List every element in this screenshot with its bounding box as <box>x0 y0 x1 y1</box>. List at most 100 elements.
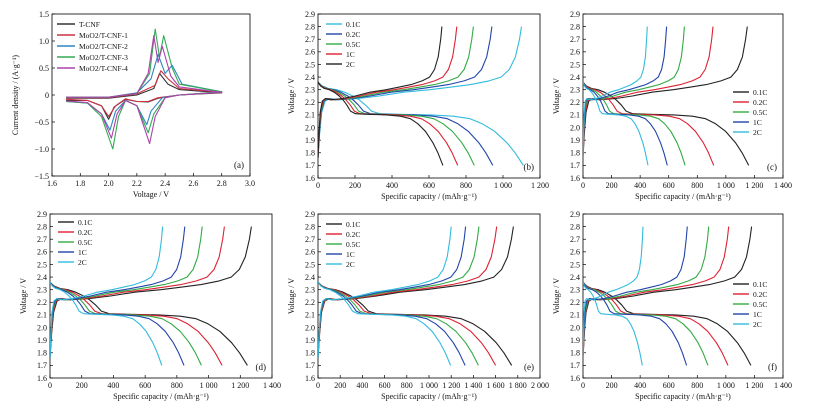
y-tick-label: 2.3 <box>570 85 580 94</box>
series-line-0-2c-charge <box>583 226 730 358</box>
x-axis-label: Specific capacity / (mAh·g⁻¹) <box>381 392 477 401</box>
legend-entry: MoO2/T-CNF-3 <box>79 53 128 62</box>
curves-group <box>583 226 753 366</box>
series-line-0-2c-discharge <box>583 81 715 166</box>
y-tick-label: −0.5 <box>34 118 49 127</box>
series-line-1c-discharge <box>583 281 688 366</box>
x-tick-label: 2.8 <box>217 179 227 188</box>
y-tick-label: 0.5 <box>39 64 49 73</box>
y-tick-label: 2.9 <box>305 10 315 19</box>
y-tick-label: 2.0 <box>305 323 315 332</box>
x-tick-label: 400 <box>634 381 646 390</box>
legend-entry: 0.2C <box>346 30 360 39</box>
x-tick-label: 1 400 <box>263 381 281 390</box>
series-line-0-5c-charge <box>583 26 685 158</box>
series-line-0-2c-discharge <box>318 81 494 166</box>
legend-entry: 0.1C <box>753 280 767 289</box>
y-axis-label: Voltage / V <box>287 278 296 314</box>
series-line-2c-discharge <box>318 81 444 166</box>
y-tick-label: 1.9 <box>305 336 315 345</box>
x-tick-label: 400 <box>634 181 646 190</box>
chart-panel-d: 0 200 400 600 800 1 000 1 200 1 400 1.6 1.7 1.8 1.9… <box>19 210 281 401</box>
legend-entry: 0.2C <box>753 98 767 107</box>
x-tick-label: 1 000 <box>717 381 735 390</box>
series-line-0-5c-discharge <box>583 81 686 166</box>
y-tick-label: 2.8 <box>37 222 47 231</box>
y-tick-label: 2.8 <box>570 222 580 231</box>
series-line-0-2c-charge <box>583 26 714 158</box>
series-line-0-1c-charge <box>583 226 753 358</box>
panel-label: (e) <box>524 362 534 372</box>
panel-label: (d) <box>256 362 267 372</box>
chart-panel-c: 0 200 400 600 800 1 000 1 200 1 400 1.6 1.7 1.8 1.9… <box>552 10 792 201</box>
x-tick-label: 600 <box>139 381 151 390</box>
y-tick-label: 2.0 <box>570 323 580 332</box>
x-tick-label: 0 <box>316 181 320 190</box>
y-tick-label: 2.4 <box>570 73 580 82</box>
series-line-2c-discharge <box>583 81 649 166</box>
y-tick-label: 1.9 <box>570 336 580 345</box>
y-tick-label: 1.6 <box>37 374 47 383</box>
x-tick-label: 1 400 <box>464 381 482 390</box>
legend-entry: MoO2/T-CNF-1 <box>79 31 128 40</box>
y-tick-label: 2.3 <box>305 285 315 294</box>
legend-entry: 2C <box>78 258 87 267</box>
x-tick-label: 1.6 <box>47 179 57 188</box>
x-tick-label: 200 <box>349 181 361 190</box>
legend-entry: 0.5C <box>346 240 360 249</box>
x-tick-label: 1 200 <box>745 381 763 390</box>
curves-group <box>318 226 514 366</box>
x-tick-label: 2.2 <box>132 179 142 188</box>
y-tick-label: 1.6 <box>305 374 315 383</box>
series-line-0-2c-charge <box>318 26 493 158</box>
y-tick-label: 2.4 <box>305 273 315 282</box>
y-tick-label: 2.6 <box>305 48 315 57</box>
series-line-1c-charge <box>583 226 688 358</box>
y-tick-label: 1.8 <box>305 149 315 158</box>
series-line-2c-discharge <box>318 281 452 366</box>
y-tick-label: −1.5 <box>34 172 49 181</box>
y-tick-label: 1.6 <box>570 174 580 183</box>
y-tick-label: 2.0 <box>305 123 315 132</box>
x-tick-label: 200 <box>606 181 618 190</box>
series-line-0-1c-discharge <box>583 81 750 166</box>
series-line-0-2c-charge <box>318 226 498 358</box>
y-tick-label: 2.5 <box>305 260 315 269</box>
curves-group <box>50 226 252 366</box>
x-tick-label: 400 <box>107 381 119 390</box>
x-tick-label: 2.4 <box>160 179 170 188</box>
y-tick-label: 2.7 <box>570 35 580 44</box>
x-axis-label: Specific capacity / (mAh·g⁻¹) <box>381 192 477 201</box>
legend-entry: 2C <box>753 320 762 329</box>
chart-panel-b: 0 200 400 600 800 1 000 1 200 1.6 1.7 1.8 1.9 2.0 2.… <box>287 10 549 201</box>
y-axis-label: Voltage / V <box>19 278 28 314</box>
legend-entry: 0.1C <box>753 88 767 97</box>
series-line-0-2c-discharge <box>50 281 223 366</box>
legend-entry: 0.1C <box>78 218 92 227</box>
x-tick-label: 800 <box>401 381 413 390</box>
series-line-1c-charge <box>50 226 186 358</box>
y-tick-label: 2.1 <box>570 111 580 120</box>
chart-panel-f: 0 200 400 600 800 1 000 1 200 1 400 1.6 1.7 1.8 1.9… <box>552 210 792 401</box>
legend-entry: MoO2/T-CNF-4 <box>79 64 128 73</box>
series-line-2c-charge <box>318 226 452 358</box>
series-line-0-5c-charge <box>583 226 710 358</box>
x-axis-label: Specific capacity / (mAh·g⁻¹) <box>635 392 731 401</box>
panel-label: (a) <box>234 160 244 170</box>
panel-label: (c) <box>767 162 777 172</box>
x-tick-label: 1 200 <box>231 381 249 390</box>
x-tick-label: 400 <box>386 181 398 190</box>
y-tick-label: 2.5 <box>570 60 580 69</box>
y-tick-label: −1.0 <box>34 145 49 154</box>
legend-entry: 2C <box>753 128 762 137</box>
legend-entry: 0.5C <box>753 300 767 309</box>
legend-entry: T-CNF <box>79 20 100 29</box>
y-tick-label: 2.0 <box>570 123 580 132</box>
y-tick-label: 1.7 <box>37 361 47 370</box>
y-tick-label: 1.0 <box>39 37 49 46</box>
series-line-0-1c-discharge <box>318 281 513 366</box>
y-tick-label: 2.4 <box>305 73 315 82</box>
x-tick-label: 1 000 <box>200 381 218 390</box>
